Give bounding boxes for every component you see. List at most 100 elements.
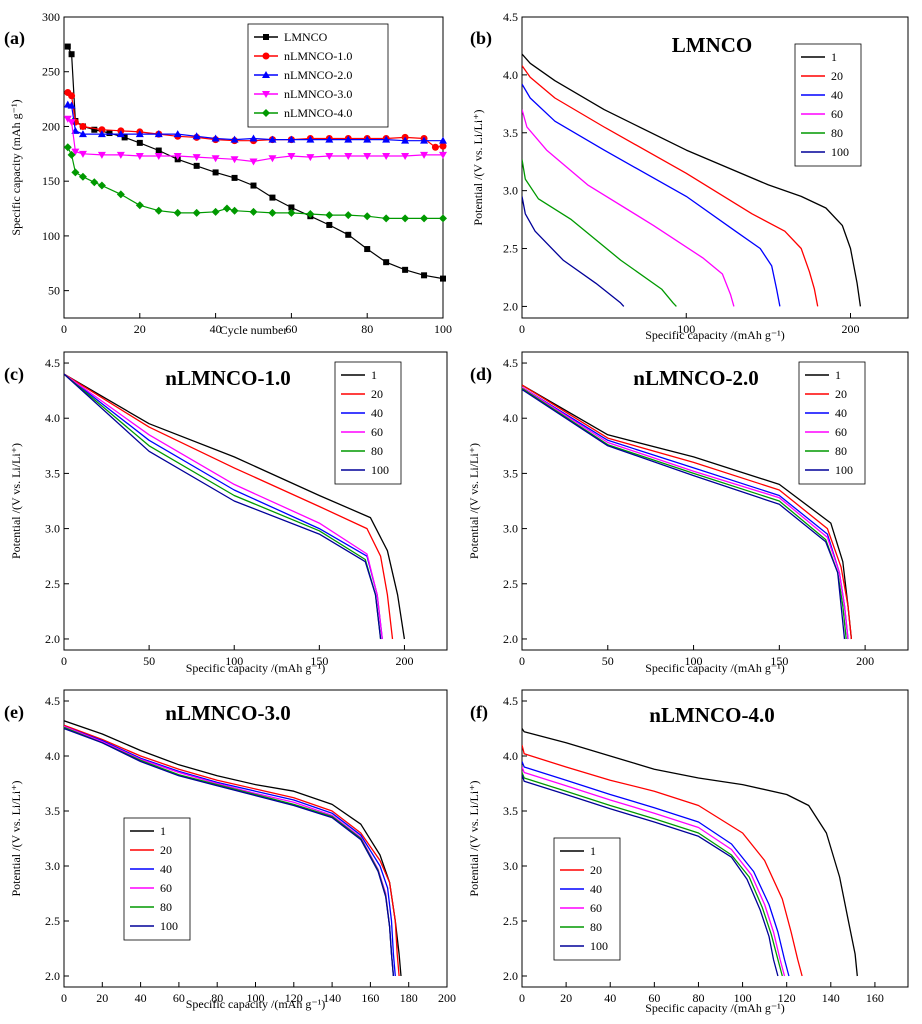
- data-point-nLMNCO-3.0: [306, 154, 315, 162]
- y-axis-label: Potential /(V vs. Li/Li⁺): [467, 443, 481, 559]
- data-point-LMNCO: [68, 51, 75, 58]
- y-tick-label: 3.0: [45, 522, 60, 536]
- data-point-nLMNCO-4.0: [135, 201, 144, 210]
- data-point-nLMNCO-2.0: [78, 130, 87, 138]
- x-tick-label: 160: [361, 991, 379, 1005]
- data-point-LMNCO: [91, 126, 98, 133]
- y-tick-label: 50: [48, 284, 60, 298]
- x-tick-label: 140: [323, 991, 341, 1005]
- data-point-nLMNCO-2.0: [420, 136, 429, 144]
- legend: 1 20 40 60 80 100: [553, 837, 621, 961]
- data-point-LMNCO: [155, 147, 162, 154]
- data-point-nLMNCO-2.0: [439, 136, 447, 144]
- y-tick-label: 3.5: [503, 126, 518, 140]
- y-tick-label: 3.5: [503, 466, 518, 480]
- data-point-nLMNCO-2.0: [344, 135, 353, 143]
- x-tick-label: 60: [648, 991, 660, 1005]
- series-line-40: [64, 725, 396, 977]
- legend-label: 20: [160, 843, 172, 857]
- x-tick-label: 180: [400, 991, 418, 1005]
- legend-label: 20: [371, 387, 383, 401]
- legend-marker: [262, 52, 270, 60]
- legend-label: 60: [371, 425, 383, 439]
- y-tick-label: 2.0: [503, 969, 518, 983]
- data-point-nLMNCO-3.0: [192, 154, 201, 162]
- y-tick-label: 4.0: [45, 749, 60, 763]
- chart-panel-2: 0 100 200 2.0 2.5 3.0 3.5 4.0 4.5 Specific capaci…: [470, 10, 909, 342]
- series-line-40: [522, 761, 790, 977]
- plot-frame: [521, 16, 909, 319]
- x-tick-label: 100: [225, 654, 243, 668]
- x-tick-label: 150: [310, 654, 328, 668]
- data-point-nLMNCO-4.0: [154, 206, 163, 215]
- data-point-nLMNCO-4.0: [71, 168, 80, 177]
- series-line-60: [522, 109, 735, 307]
- panel-title: nLMNCO-1.0: [165, 366, 290, 390]
- legend: LMNCO nLMNCO-1.0 nLMNCO-2.0 nLMNCO-3.0 nLMNC…: [247, 23, 389, 128]
- x-tick-label: 200: [856, 654, 874, 668]
- plot-frame: [63, 689, 448, 988]
- y-tick-label: 150: [42, 174, 60, 188]
- series-line-80: [522, 387, 847, 640]
- legend-label: 60: [831, 107, 843, 121]
- data-point-nLMNCO-3.0: [154, 153, 163, 161]
- legend-label: 80: [160, 900, 172, 914]
- y-tick-label: 3.0: [503, 522, 518, 536]
- data-point-nLMNCO-4.0: [382, 214, 391, 223]
- data-point-LMNCO: [269, 194, 276, 201]
- data-point-nLMNCO-2.0: [135, 130, 144, 138]
- data-point-nLMNCO-4.0: [90, 178, 99, 187]
- y-tick-label: 3.0: [45, 859, 60, 873]
- data-point-nLMNCO-3.0: [401, 153, 410, 161]
- x-tick-label: 100: [247, 991, 265, 1005]
- x-tick-label: 40: [135, 991, 147, 1005]
- y-tick-label: 4.0: [45, 411, 60, 425]
- series-line-60: [522, 386, 849, 640]
- y-tick-label: 2.0: [503, 299, 518, 313]
- data-point-LMNCO: [383, 259, 390, 266]
- plot-frame: [521, 689, 909, 988]
- data-point-nLMNCO-4.0: [363, 212, 372, 221]
- data-point-nLMNCO-3.0: [439, 151, 447, 159]
- series-line-20: [522, 65, 819, 307]
- data-point-nLMNCO-4.0: [63, 143, 72, 152]
- x-tick-label: 80: [361, 322, 373, 336]
- y-axis-label: Potential /(V vs. Li/Li⁺): [471, 109, 485, 225]
- y-axis-label: Potential /(V vs. Li/Li⁺): [9, 443, 23, 559]
- x-tick-label: 100: [677, 322, 695, 336]
- data-point-nLMNCO-2.0: [287, 135, 296, 143]
- series-line-80: [522, 159, 677, 307]
- data-point-nLMNCO-4.0: [173, 208, 182, 217]
- series-line-100: [522, 774, 779, 977]
- legend-label: 1: [590, 844, 596, 858]
- data-point-nLMNCO-3.0: [268, 155, 277, 163]
- x-tick-label: 0: [519, 322, 525, 336]
- series-line-80: [64, 726, 395, 977]
- data-point-nLMNCO-2.0: [97, 130, 106, 138]
- x-tick-label: 20: [560, 991, 572, 1005]
- data-point-nLMNCO-3.0: [67, 119, 76, 127]
- x-tick-label: 140: [822, 991, 840, 1005]
- x-axis-label: Cycle number: [220, 323, 288, 337]
- data-point-nLMNCO-2.0: [173, 130, 182, 138]
- legend-label: 1: [160, 824, 166, 838]
- legend-marker: [262, 71, 270, 78]
- y-tick-label: 2.0: [45, 969, 60, 983]
- chart-panel-5: 0 20 40 60 80 100 120 140 160 180 2002.02.53.03.54…: [4, 689, 456, 1011]
- y-tick-label: 3.5: [45, 804, 60, 818]
- chart-panel-6: 0 20 40 60 80 100 120 140 1602.02.53.03.54.04.5S…: [467, 689, 909, 1015]
- series-line-1: [64, 720, 402, 977]
- data-point-nLMNCO-4.0: [249, 207, 258, 216]
- y-tick-label: 3.0: [503, 184, 518, 198]
- x-tick-label: 60: [173, 991, 185, 1005]
- panel-title: LMNCO: [672, 33, 753, 57]
- legend-marker: [263, 34, 269, 40]
- panel-title: nLMNCO-4.0: [649, 703, 774, 727]
- legend-label: 60: [835, 425, 847, 439]
- data-point-nLMNCO-1.0: [98, 126, 106, 134]
- x-axis-label: Specific capacity /(mAh g⁻¹): [645, 1001, 785, 1015]
- data-point-nLMNCO-3.0: [325, 153, 334, 161]
- legend-label: 40: [590, 882, 602, 896]
- y-tick-label: 2.5: [45, 577, 60, 591]
- series-line-60: [64, 373, 383, 640]
